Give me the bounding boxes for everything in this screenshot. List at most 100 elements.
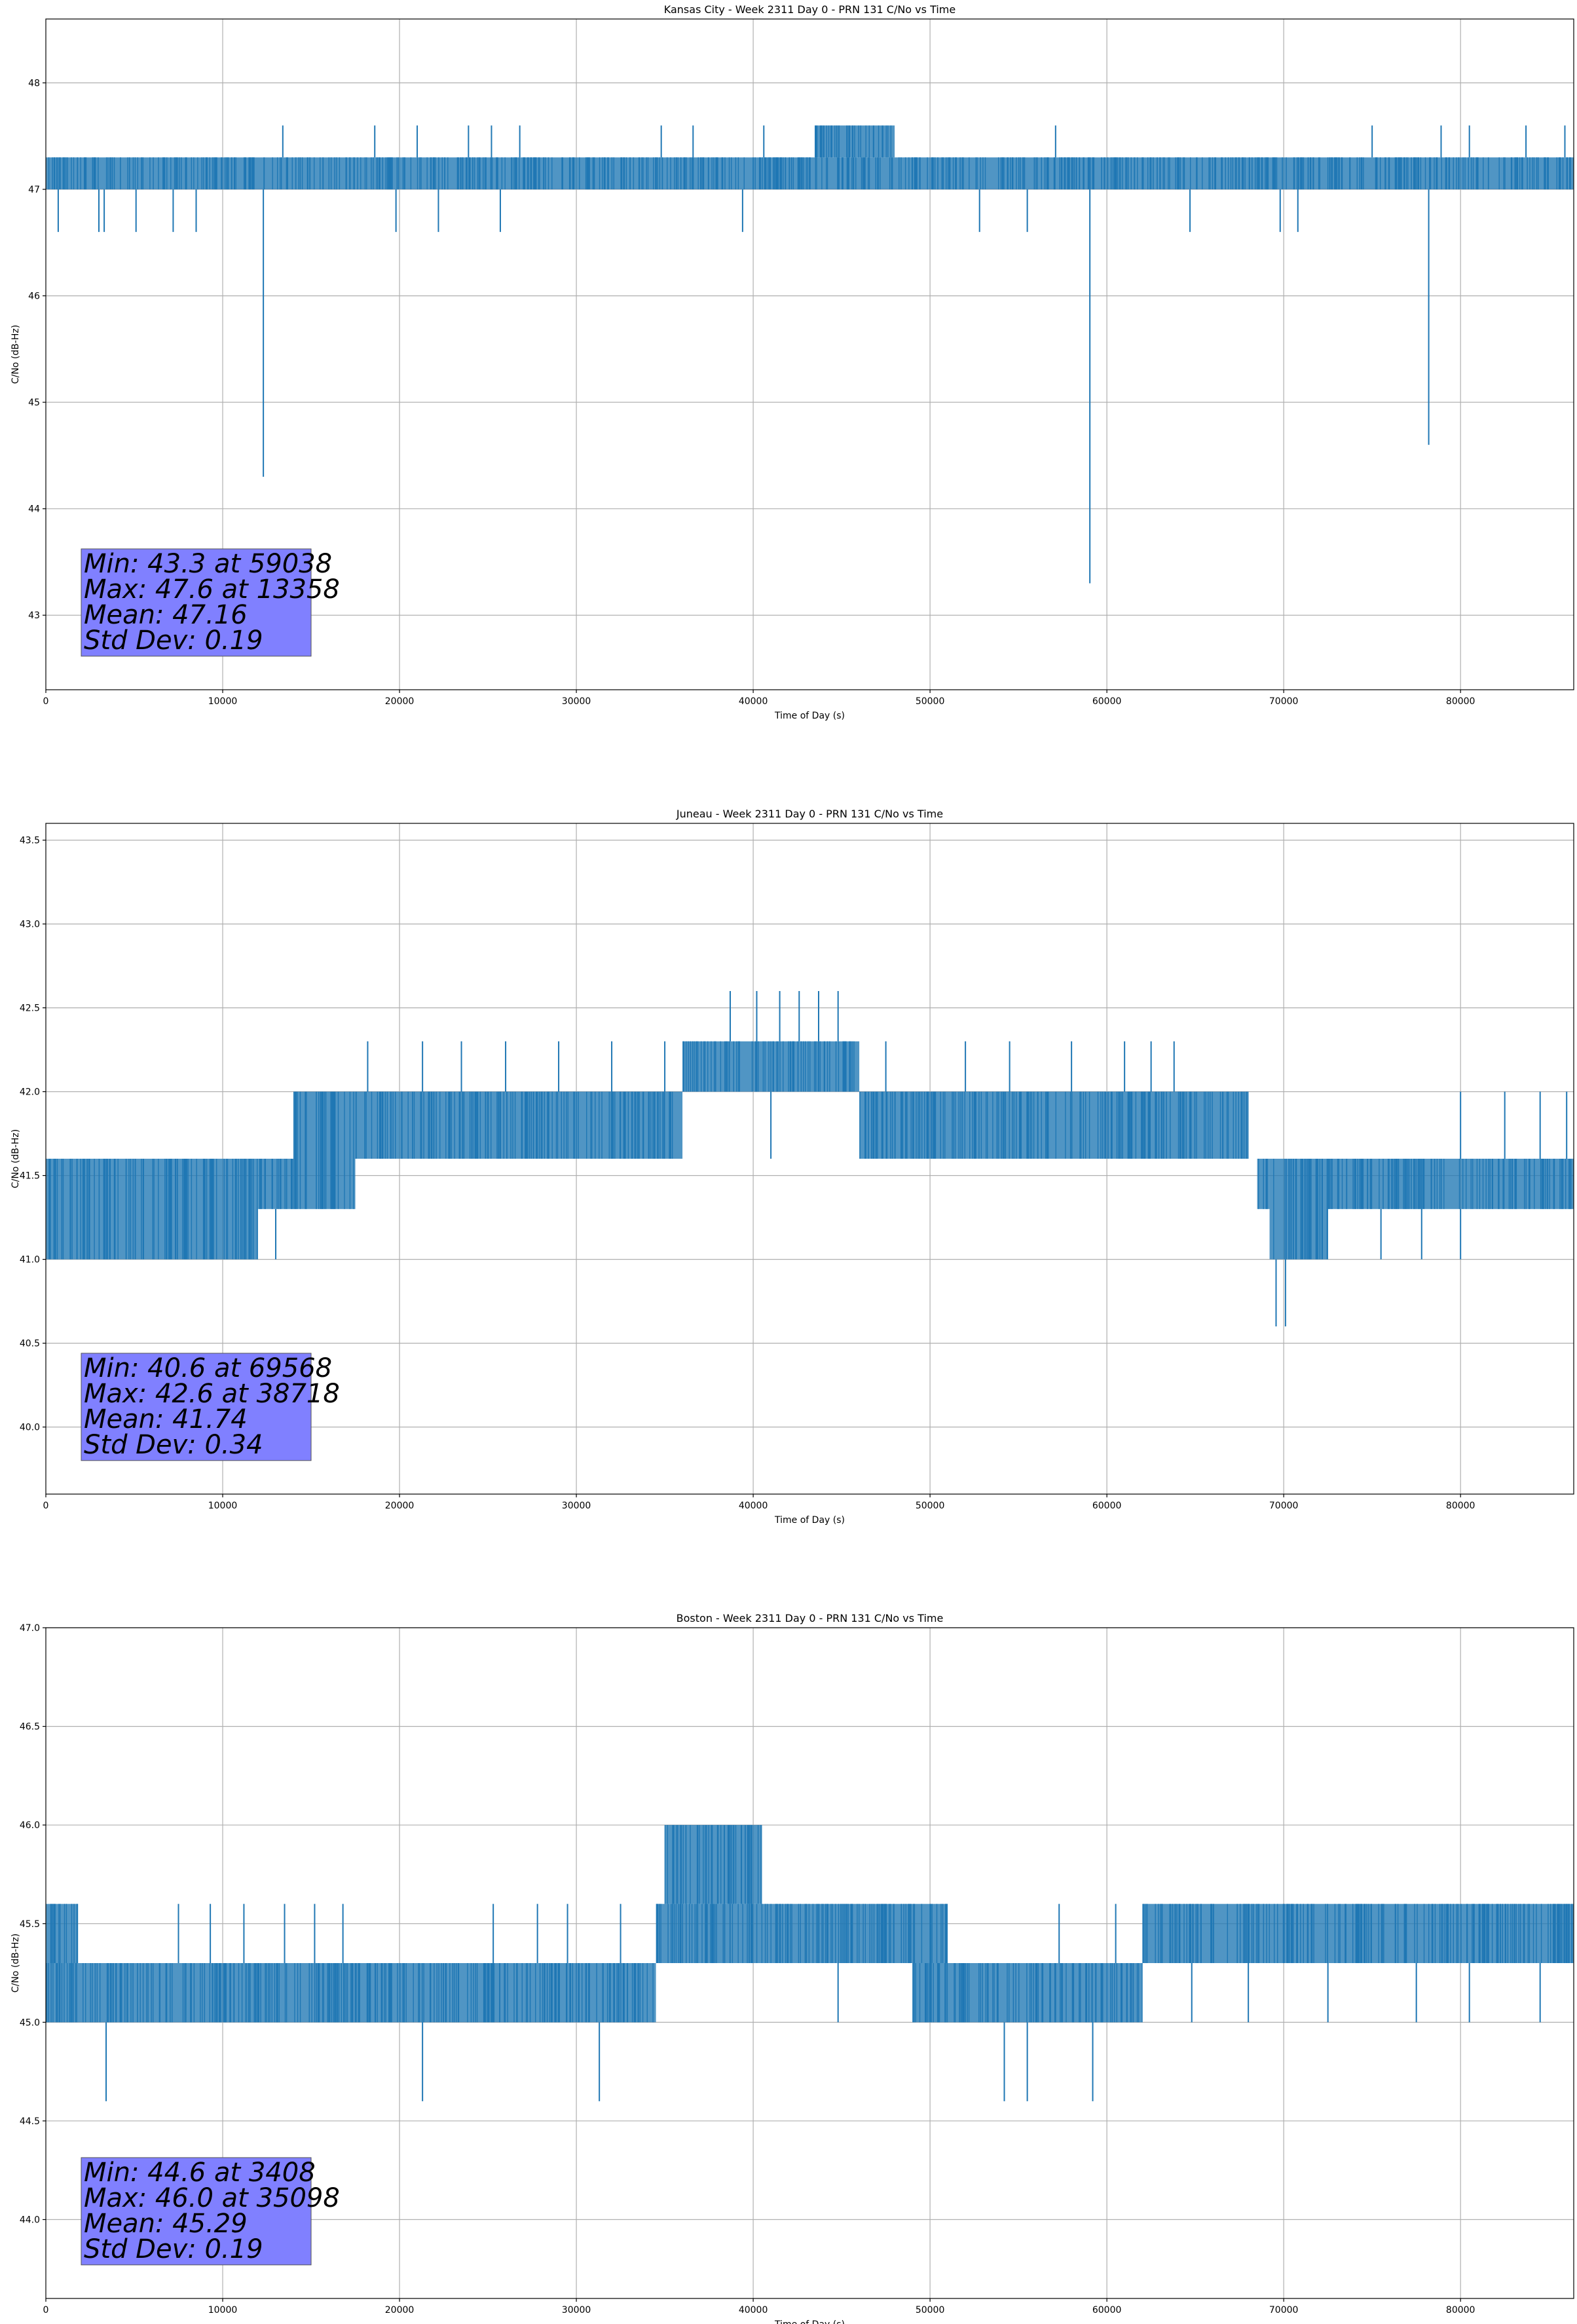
stats-box bbox=[81, 2157, 312, 2266]
stats-box bbox=[81, 1353, 312, 1461]
data-band-lines bbox=[656, 1903, 682, 1963]
stats-line: Mean: 41.74 bbox=[84, 1404, 248, 1434]
y-tick-label: 46.0 bbox=[20, 1820, 40, 1831]
data-band-lines bbox=[1143, 1903, 1572, 1963]
y-tick-label: 46.5 bbox=[20, 1722, 40, 1733]
stats-line: Min: 44.6 at 3408 bbox=[84, 2158, 316, 2188]
x-tick-label: 10000 bbox=[208, 696, 238, 707]
data-band-lines bbox=[682, 1903, 948, 1963]
x-tick-label: 60000 bbox=[1092, 1501, 1122, 1511]
stats-box bbox=[81, 548, 312, 657]
x-axis-label: Time of Day (s) bbox=[774, 711, 845, 721]
x-tick-label: 10000 bbox=[208, 2305, 238, 2315]
y-tick-label: 41.5 bbox=[20, 1171, 40, 1182]
stats-line: Std Dev: 0.19 bbox=[84, 2234, 263, 2264]
data-series bbox=[46, 991, 1574, 1326]
x-axis-label: Time of Day (s) bbox=[774, 2319, 845, 2324]
y-tick-label: 48 bbox=[28, 79, 40, 89]
x-tick-label: 70000 bbox=[1269, 1501, 1299, 1511]
chart-title: Juneau - Week 2311 Day 0 - PRN 131 C/No … bbox=[676, 808, 943, 820]
y-tick-label: 44.0 bbox=[20, 2215, 40, 2226]
data-band-lines bbox=[293, 1091, 354, 1209]
plot-frame bbox=[45, 823, 1574, 1495]
data-band-lines bbox=[859, 1091, 1249, 1159]
x-tick-label: 50000 bbox=[916, 696, 945, 707]
x-tick-label: 0 bbox=[43, 2305, 49, 2315]
x-tick-label: 10000 bbox=[208, 1501, 238, 1511]
data-series bbox=[46, 1825, 1574, 2101]
x-tick-label: 20000 bbox=[385, 696, 415, 707]
x-tick-label: 40000 bbox=[739, 696, 768, 707]
x-tick-label: 80000 bbox=[1446, 2305, 1475, 2315]
chart-panel: 0 10000 20000 30000 40000 50000 60000 70000 8000… bbox=[10, 808, 1574, 1526]
data-band-lines bbox=[355, 1091, 673, 1159]
x-tick-label: 40000 bbox=[739, 2305, 768, 2315]
stats-line: Min: 40.6 at 69568 bbox=[84, 1353, 332, 1383]
y-tick-label: 40.5 bbox=[20, 1339, 40, 1349]
y-axis-label: C/No (dB-Hz) bbox=[10, 325, 21, 384]
x-tick-label: 30000 bbox=[562, 1501, 591, 1511]
x-tick-label: 80000 bbox=[1446, 1501, 1475, 1511]
data-band bbox=[1327, 1159, 1574, 1209]
y-tick-label: 45.5 bbox=[20, 1919, 40, 1930]
y-tick-label: 41.0 bbox=[20, 1255, 40, 1265]
y-tick-label: 47 bbox=[28, 185, 40, 195]
x-tick-label: 70000 bbox=[1269, 2305, 1299, 2315]
chart-panel: 0 10000 20000 30000 40000 50000 60000 70000 8000… bbox=[10, 3, 1574, 721]
stats-line: Max: 47.6 at 13358 bbox=[84, 574, 340, 605]
data-band-lines bbox=[259, 1159, 293, 1209]
data-band bbox=[46, 1159, 259, 1260]
x-axis-label: Time of Day (s) bbox=[774, 1515, 845, 1526]
chart-panel: 0 10000 20000 30000 40000 50000 60000 70000 8000… bbox=[10, 1612, 1574, 2324]
y-tick-label: 42.5 bbox=[20, 1003, 40, 1014]
stats-line: Mean: 45.29 bbox=[84, 2209, 248, 2239]
stats-line: Mean: 47.16 bbox=[84, 600, 248, 630]
x-tick-label: 50000 bbox=[916, 1501, 945, 1511]
data-band-lines bbox=[682, 1041, 855, 1092]
stats-line: Min: 43.3 at 59038 bbox=[84, 549, 332, 579]
y-tick-label: 46 bbox=[28, 291, 40, 302]
stats-line: Std Dev: 0.34 bbox=[84, 1430, 263, 1460]
plot-frame bbox=[45, 18, 1574, 690]
data-band bbox=[1269, 1159, 1328, 1260]
y-tick-label: 44.5 bbox=[20, 2116, 40, 2127]
chart-title: Boston - Week 2311 Day 0 - PRN 131 C/No … bbox=[677, 1612, 944, 1624]
x-tick-label: 60000 bbox=[1092, 696, 1122, 707]
stats-line: Std Dev: 0.19 bbox=[84, 626, 263, 656]
x-tick-label: 40000 bbox=[739, 1501, 768, 1511]
data-band-lines bbox=[1258, 1159, 1268, 1209]
x-tick-label: 0 bbox=[43, 1501, 49, 1511]
data-band-lines bbox=[664, 1825, 762, 1904]
data-series bbox=[46, 125, 1574, 584]
stats-line: Max: 42.6 at 38718 bbox=[84, 1379, 340, 1409]
y-tick-label: 47.0 bbox=[20, 1623, 40, 1634]
y-tick-label: 43.0 bbox=[20, 920, 40, 930]
plot-frame bbox=[45, 1627, 1574, 2299]
y-tick-label: 42.0 bbox=[20, 1087, 40, 1098]
data-band bbox=[355, 1091, 683, 1159]
x-tick-label: 50000 bbox=[916, 2305, 945, 2315]
x-tick-label: 60000 bbox=[1092, 2305, 1122, 2315]
x-tick-label: 0 bbox=[43, 696, 49, 707]
data-band-lines bbox=[46, 1963, 654, 2023]
y-tick-label: 45.0 bbox=[20, 2017, 40, 2028]
x-tick-label: 80000 bbox=[1446, 696, 1475, 707]
data-band-lines bbox=[1328, 1159, 1572, 1209]
y-axis-label: C/No (dB-Hz) bbox=[10, 1129, 21, 1188]
y-tick-label: 43 bbox=[28, 610, 40, 621]
data-band-lines bbox=[50, 1903, 79, 1963]
x-tick-label: 20000 bbox=[385, 1501, 415, 1511]
x-tick-label: 30000 bbox=[562, 2305, 591, 2315]
data-band-lines bbox=[48, 1159, 258, 1260]
y-tick-label: 44 bbox=[28, 504, 40, 515]
x-tick-label: 30000 bbox=[562, 696, 591, 707]
x-tick-label: 20000 bbox=[385, 2305, 415, 2315]
data-band-lines bbox=[815, 125, 892, 158]
x-tick-label: 70000 bbox=[1269, 696, 1299, 707]
y-axis-label: C/No (dB-Hz) bbox=[10, 1934, 21, 1993]
data-band bbox=[912, 1963, 1143, 2023]
